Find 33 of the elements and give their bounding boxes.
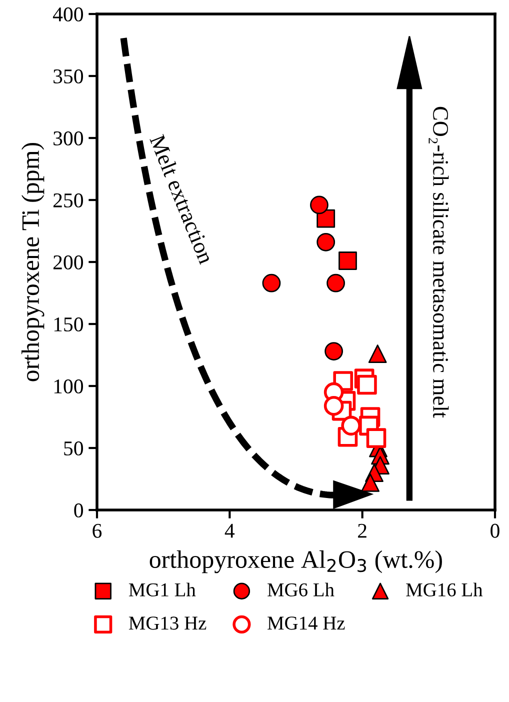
y-tick-label: 350 [54,69,84,84]
x-tick-label: 2 [358,524,366,538]
y-tick-label: 50 [64,441,84,456]
point [316,232,336,252]
y-tick-label: 150 [54,317,84,332]
legend-label: MG16 Lh [406,582,483,596]
legend-label: MG14 Hz [268,616,345,630]
point [338,252,357,270]
point [341,416,361,436]
legend-label: MG6 Lh [268,582,334,596]
y-tick-label: 200 [53,255,84,270]
legend-label: MG1 Lh [128,582,196,596]
point [366,428,386,448]
y-axis-title: orthopyroxene Ti (ppm) [21,142,44,382]
annotation: CO₂-rich silicate metasomatic melt [428,106,449,418]
x-axis-title: orthopyroxene Al$_{2}$O$_{3}$ (wt.%) [150,550,442,574]
point [357,374,377,395]
x-tick-label: 4 [224,524,235,538]
y-tick-label: 400 [52,7,84,22]
point [326,274,345,292]
point [361,474,380,492]
y-tick-label: 100 [54,379,84,394]
y-tick-label: 250 [53,193,84,208]
point [368,344,387,363]
point [262,274,281,292]
y-tick-label: 0 [74,503,84,518]
legend-label: MG13 Hz [128,616,206,630]
point [324,396,344,416]
x-tick-label: 6 [92,524,102,538]
point [324,342,344,360]
y-tick-label: 300 [54,131,84,146]
point [310,196,328,214]
x-tick-label: 0 [490,524,500,538]
